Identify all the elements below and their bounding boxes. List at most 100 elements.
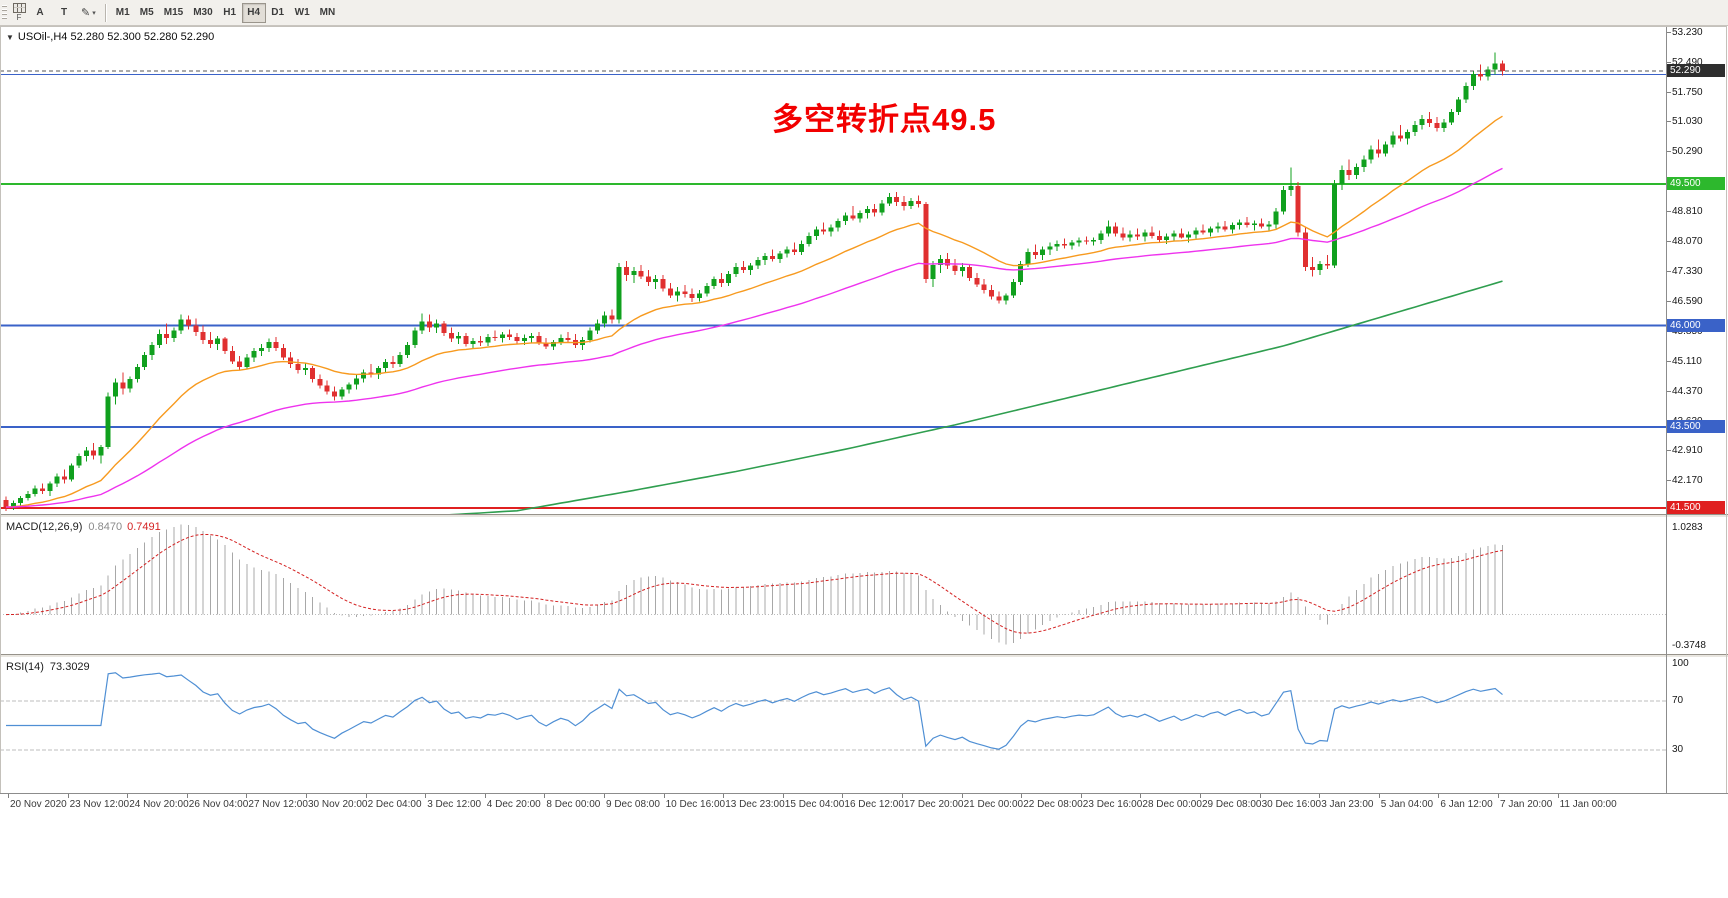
pane-resize-handle[interactable] xyxy=(0,514,1728,518)
time-axis-tick xyxy=(8,794,9,798)
price-axis-label: 48.070 xyxy=(1672,235,1703,247)
price-axis-label: 50.290 xyxy=(1672,145,1703,157)
f-label: F xyxy=(16,13,22,22)
toolbar-grip[interactable] xyxy=(2,4,7,21)
timeframe-button-mn[interactable]: MN xyxy=(319,7,336,18)
time-axis-label: 21 Dec 00:00 xyxy=(963,799,1024,810)
time-axis-tick xyxy=(782,794,784,798)
price-axis-tick xyxy=(1667,331,1671,333)
time-axis-label: 4 Dec 20:00 xyxy=(486,799,541,810)
time-axis-tick xyxy=(961,794,963,798)
chart-menu-icon[interactable]: ▼ xyxy=(6,33,14,42)
time-axis-label: 9 Dec 08:00 xyxy=(606,799,660,810)
price-axis-tick xyxy=(1667,62,1671,64)
timeframe-group: M1 M5 M15 M30 H1 H4 D1 W1 MN xyxy=(111,2,340,23)
text-tool-button[interactable]: T xyxy=(60,7,68,18)
price-axis[interactable]: 53.23052.49051.75051.03050.29049.55048.8… xyxy=(1667,0,1728,813)
time-axis-label: 28 Dec 00:00 xyxy=(1142,799,1202,810)
timeframe-button-d1[interactable]: D1 xyxy=(271,7,285,18)
time-axis-label: 30 Nov 20:00 xyxy=(308,799,368,810)
time-axis-tick xyxy=(1438,794,1440,798)
caret-down-icon: ▾ xyxy=(92,9,96,17)
price-badge: 46.000 xyxy=(1667,318,1725,332)
price-axis-border xyxy=(1666,26,1667,813)
time-axis-tick xyxy=(127,794,129,798)
price-axis-label: 48.810 xyxy=(1672,205,1703,217)
timeframe-button-m30[interactable]: M30 xyxy=(193,7,213,18)
time-axis-label: 11 Jan 00:00 xyxy=(1559,799,1617,810)
macd-main-value: 0.8470 xyxy=(88,521,123,533)
time-axis-label: 3 Dec 12:00 xyxy=(427,799,482,810)
timeframe-button-w1[interactable]: W1 xyxy=(294,7,310,18)
draw-tools-button[interactable]: ✎ ▾ xyxy=(76,3,101,23)
time-axis-label: 23 Dec 16:00 xyxy=(1082,799,1143,810)
price-axis-label: 44.370 xyxy=(1672,385,1703,397)
macd-panel-canvas[interactable] xyxy=(0,518,1666,654)
time-axis-label: 3 Jan 23:00 xyxy=(1321,799,1374,810)
main-toolbar: F A T ✎ ▾ M1 M5 M15 M30 H1 H4 D1 W1 MN xyxy=(0,0,1728,26)
price-axis-tick xyxy=(1667,480,1671,482)
price-badge: 49.500 xyxy=(1667,176,1725,190)
time-axis-label: 10 Dec 16:00 xyxy=(665,799,726,810)
price-badge: 52.290 xyxy=(1667,63,1725,77)
time-axis-label: 26 Nov 04:00 xyxy=(188,799,249,810)
time-axis-label: 22 Dec 08:00 xyxy=(1023,799,1083,810)
time-axis-label: 16 Dec 12:00 xyxy=(844,799,904,810)
price-axis-tick xyxy=(1667,241,1671,243)
time-axis-tick xyxy=(425,794,427,798)
annotation-text: 多空转折点49.5 xyxy=(772,102,997,137)
timeframe-button-m15[interactable]: M15 xyxy=(163,7,184,18)
timeframe-button-m5[interactable]: M5 xyxy=(139,7,154,18)
time-axis-label: 27 Nov 12:00 xyxy=(248,799,308,810)
time-axis-label: 17 Dec 20:00 xyxy=(904,799,964,810)
time-axis-tick xyxy=(723,794,725,798)
rsi-axis-label: 70 xyxy=(1672,694,1684,706)
time-axis-label: 7 Jan 20:00 xyxy=(1500,799,1553,810)
rsi-panel-canvas[interactable] xyxy=(0,658,1666,793)
timeframe-button-h1[interactable]: H1 xyxy=(223,7,237,18)
price-axis-tick xyxy=(1667,211,1671,213)
price-axis-tick xyxy=(1667,92,1671,94)
price-axis-label: 45.110 xyxy=(1672,355,1702,367)
price-axis-label: 46.590 xyxy=(1672,295,1703,307)
chart-grid-icon[interactable] xyxy=(12,3,26,13)
time-axis-tick xyxy=(1080,794,1082,798)
price-axis-label: 42.910 xyxy=(1672,444,1703,456)
rsi-indicator-label: RSI(14) 73.3029 xyxy=(6,661,90,673)
price-axis-tick xyxy=(1667,121,1671,123)
time-axis-tick xyxy=(246,794,248,798)
timeframe-button-h4[interactable]: H4 xyxy=(241,2,266,23)
pane-resize-handle[interactable] xyxy=(0,654,1728,658)
main-price-chart[interactable] xyxy=(0,26,1666,514)
price-axis-label: 53.230 xyxy=(1672,26,1703,38)
timeframe-button-m1[interactable]: M1 xyxy=(115,7,130,18)
time-axis-tick xyxy=(663,794,665,798)
time-axis-label: 23 Nov 12:00 xyxy=(69,799,130,810)
time-axis-label: 5 Jan 04:00 xyxy=(1380,799,1434,810)
price-axis-tick xyxy=(1667,32,1671,34)
time-axis-label: 29 Dec 08:00 xyxy=(1202,799,1262,810)
rsi-axis-label: 30 xyxy=(1672,744,1684,756)
time-axis-tick xyxy=(186,794,188,798)
price-badge: 43.500 xyxy=(1667,419,1725,433)
price-axis-label: 47.330 xyxy=(1672,265,1703,277)
price-axis-tick xyxy=(1667,450,1671,452)
annotation-tool-button[interactable]: A xyxy=(36,7,44,18)
time-axis[interactable]: 20 Nov 2020 23 Nov 12:00 24 Nov 20:00 26 No… xyxy=(0,793,1728,813)
price-axis-label: 42.170 xyxy=(1672,474,1703,486)
toolbar-separator xyxy=(104,3,107,22)
price-axis-tick xyxy=(1667,301,1671,303)
time-axis-tick xyxy=(365,794,367,798)
macd-signal-value: 0.7491 xyxy=(127,521,161,533)
time-axis-tick xyxy=(67,794,69,798)
time-axis-tick xyxy=(306,794,307,798)
time-axis-label: 6 Jan 12:00 xyxy=(1440,799,1493,810)
time-axis-tick xyxy=(842,794,844,798)
time-axis-label: 30 Dec 16:00 xyxy=(1261,799,1322,810)
rsi-value: 73.3029 xyxy=(49,661,90,673)
time-axis-tick xyxy=(1259,794,1261,798)
price-axis-tick xyxy=(1667,361,1671,363)
time-axis-tick xyxy=(1140,794,1142,798)
time-axis-tick xyxy=(1200,794,1201,798)
